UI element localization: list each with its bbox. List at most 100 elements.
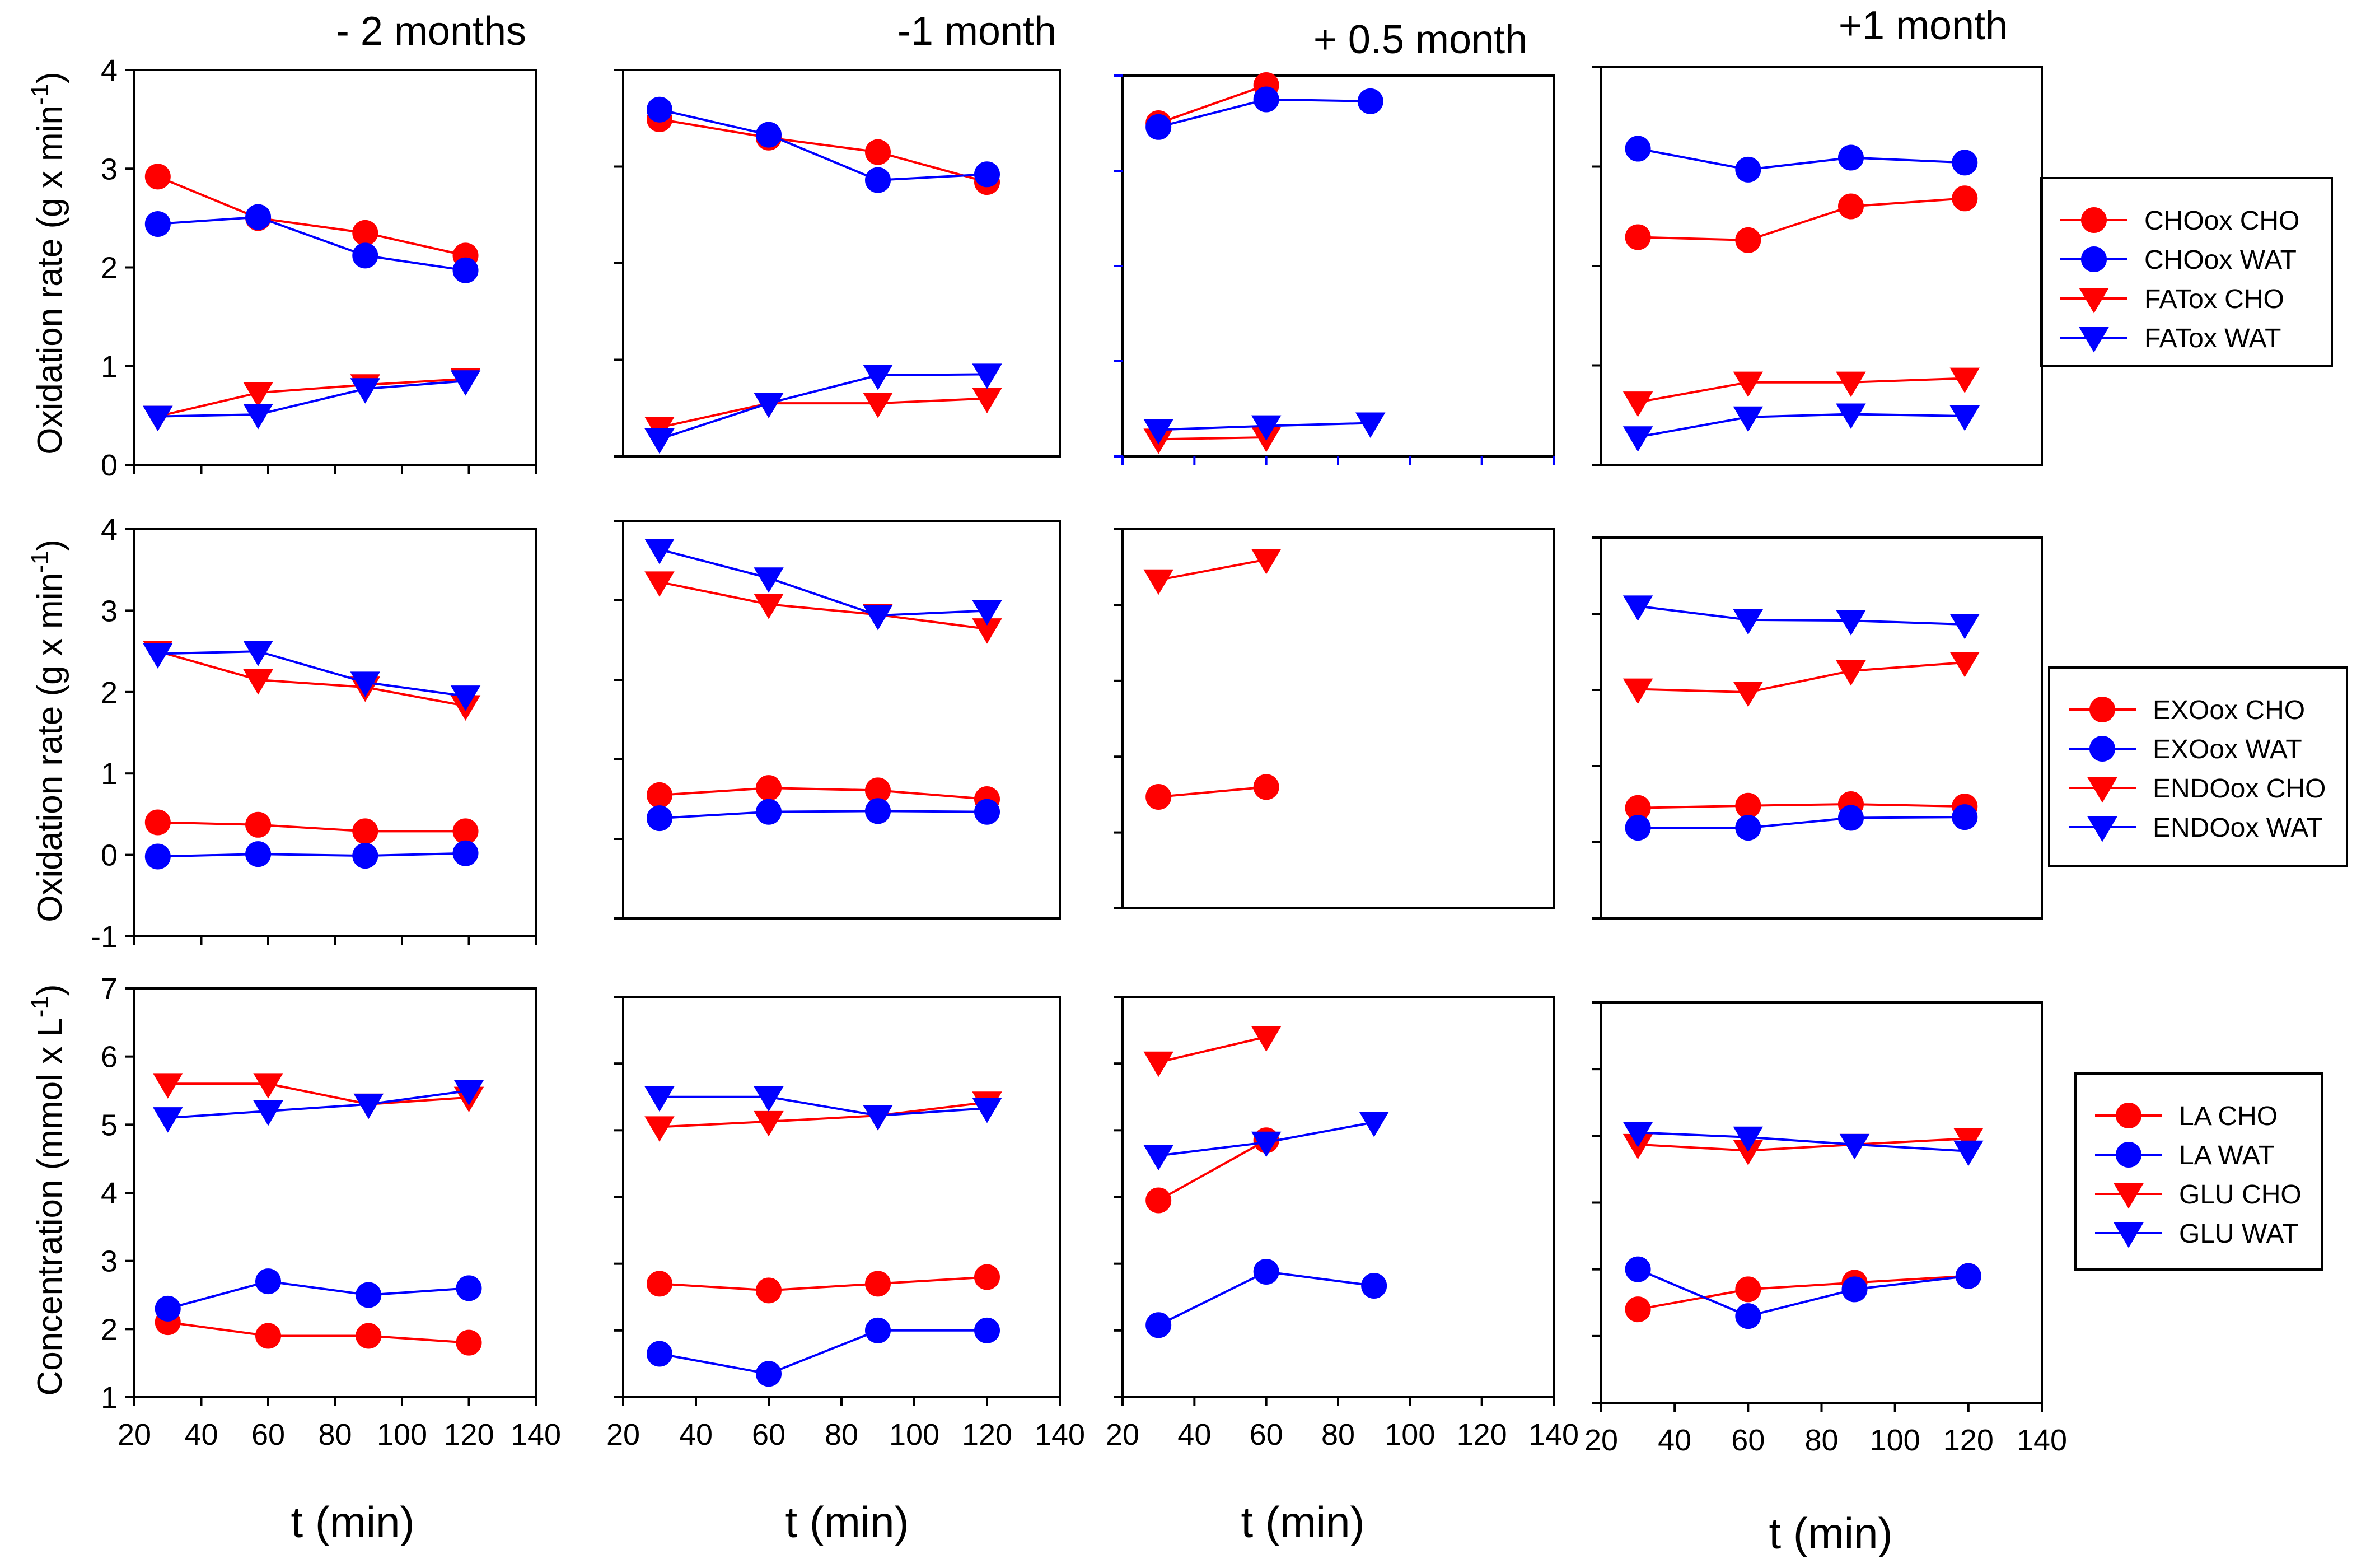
legend-entry-choox-cho: CHOox CHO [2060, 206, 2299, 236]
panel-concentration-minus-2-months-series-glu-cho-line [167, 1082, 469, 1105]
panel-oxidation-minus-2-months-series-choox-wat-point [144, 211, 171, 237]
y-axis-title-oxidation-text: Oxidation rate (g x min [31, 105, 69, 455]
x-axis-title-col-3: t (min) [1241, 1497, 1365, 1547]
legend-oxidation-entries: CHOox CHO CHOox WAT FATox CHO FATox WAT [2060, 206, 2299, 353]
panel-oxidation-minus-2-months-series-choox-wat-point [245, 204, 272, 230]
panel-oxidation-plus-1-month-series-choox-cho-point [1952, 185, 1978, 212]
panel-concentration-minus-2-months-series-glu-cho-point [253, 1073, 283, 1099]
panel-exo-endo-plus-half-month-series-endoox-cho-line [1158, 558, 1267, 581]
y-tick-label: 2 [101, 251, 118, 285]
panel-oxidation-plus-1-month-series-choox-cho [1625, 185, 1978, 253]
panel-concentration-plus-1-month-series-glu-wat [1622, 1122, 1984, 1166]
y-axis-title-exo-endo: Oxidation rate (g x min-1) [26, 539, 69, 922]
panel-exo-endo-plus-1-month-series-endoox-cho-line [1638, 661, 1965, 694]
panel-concentration-minus-1-month-series-glu-cho [644, 1091, 1002, 1142]
panel-exo-endo-minus-2-months: -1 0 1 2 3 4 [91, 513, 537, 954]
panel-concentration-minus-2-months-series-la-cho-line [167, 1321, 469, 1344]
x-tick-label: 80 [825, 1418, 858, 1452]
panel-oxidation-minus-2-months-series-fatox-wat-point [350, 378, 381, 404]
legend-entry-glu-wat: GLU WAT [2095, 1219, 2298, 1249]
legend-entry-glu-wat-label: GLU WAT [2179, 1219, 2298, 1249]
panel-oxidation-minus-2-months-series-fatox-cho-line [157, 377, 466, 418]
panel-oxidation-plus-1-month-series-choox-cho-line [1638, 197, 1965, 241]
panel-exo-endo-plus-half-month-series-endoox-cho-point [1143, 569, 1173, 595]
panel-exo-endo-minus-2-months-series-endoox-wat-point [143, 643, 173, 669]
y-tick-label: -1 [91, 920, 118, 954]
panel-concentration-minus-1-month-series-glu-wat [644, 1086, 1002, 1131]
panel-concentration-minus-1-month-series-la-wat-point [974, 1317, 1000, 1343]
panel-concentration-plus-half-month-series-la-wat-point [1361, 1272, 1387, 1299]
panel-exo-endo-plus-half-month-frame [1121, 528, 1555, 909]
panel-concentration-minus-1-month-series-la-wat-point [865, 1317, 891, 1343]
panel-exo-endo-plus-1-month [1592, 536, 2043, 920]
panel-oxidation-plus-half-month-series-choox-cho-line [1158, 84, 1267, 124]
panel-oxidation-minus-1-month-series-fatox-cho-line [659, 397, 988, 429]
legend-entry-fatox-cho-label: FATox CHO [2144, 284, 2284, 314]
panel-oxidation-minus-1-month-series-fatox-wat-point [972, 363, 1002, 389]
panel-oxidation-minus-1-month-series-choox-cho-line [659, 118, 988, 184]
panel-oxidation-minus-2-months-series-choox-wat [144, 204, 479, 283]
panel-concentration-plus-half-month-series-la-wat-point [1253, 1258, 1279, 1285]
x-tick-label: 20 [118, 1418, 151, 1452]
x-tick-label: 20 [606, 1418, 640, 1452]
panel-concentration-plus-half-month-series-glu-cho-line [1158, 1035, 1267, 1063]
panel-oxidation-plus-1-month-series-fatox-cho-point [1949, 367, 1980, 394]
panel-exo-endo-minus-2-months-series-endoox-wat-line [157, 650, 466, 698]
panel-exo-endo-plus-1-month-series-endoox-wat-point [1949, 614, 1980, 640]
x-tick-label: 100 [1870, 1424, 1920, 1457]
x-tick-label: 80 [318, 1418, 352, 1452]
panel-exo-endo-plus-1-month-series-endoox-cho-point [1622, 678, 1653, 704]
panel-exo-endo-plus-1-month-series-exoox-cho [1625, 791, 1978, 821]
panel-exo-endo-plus-1-month-series-exoox-wat-point [1952, 804, 1978, 830]
panel-oxidation-plus-1-month-series-choox-cho-point [1625, 224, 1651, 250]
panel-oxidation-plus-1-month-series-fatox-cho-line [1638, 377, 1965, 404]
panel-exo-endo-plus-half-month-series-exoox-cho [1145, 774, 1279, 810]
panel-concentration-minus-1-month-series-glu-wat-point [644, 1086, 675, 1112]
y-axis-title-oxidation-exp: -1 [26, 83, 54, 105]
panel-concentration-plus-half-month-series-glu-wat-point [1251, 1131, 1282, 1158]
panel-exo-endo-minus-2-months-series-exoox-wat [144, 840, 479, 870]
y-tick-label: 0 [101, 449, 118, 482]
panel-oxidation-plus-1-month-frame [1600, 66, 2043, 466]
legend-exo-endo-entries: EXOox CHO EXOox WAT ENDOox CHO ENDOox WAT [2069, 696, 2326, 843]
panel-concentration-minus-1-month: 20 40 60 80 100 120 140 [606, 996, 1085, 1452]
panel-oxidation-minus-1-month-series-fatox-cho-point [863, 393, 893, 418]
panel-concentration-plus-half-month-series-glu-wat-point [1143, 1145, 1173, 1171]
panel-concentration-minus-1-month-series-glu-wat-point [972, 1098, 1002, 1123]
panel-oxidation-plus-1-month-series-choox-wat-point [1952, 150, 1978, 176]
panel-exo-endo-minus-2-months-frame [133, 528, 537, 937]
panel-exo-endo-minus-2-months-series-endoox-cho-line [157, 650, 466, 707]
panel-concentration-plus-half-month-series-glu-cho-point [1143, 1051, 1173, 1077]
panel-concentration-minus-1-month-series-la-cho-point [756, 1277, 782, 1304]
x-tick-label: 20 [1584, 1424, 1618, 1457]
x-tick-label: 60 [1250, 1418, 1283, 1452]
panel-exo-endo-plus-1-month-series-endoox-wat [1622, 595, 1980, 640]
panel-oxidation-plus-half-month-series-fatox-cho-line [1158, 436, 1266, 441]
panel-oxidation-minus-2-months-series-fatox-cho [143, 368, 481, 432]
legend-entry-endoox-cho-marker [2087, 777, 2117, 803]
panel-oxidation-plus-1-month-series-choox-wat-point [1735, 156, 1761, 183]
legend-entry-endoox-wat: ENDOox WAT [2069, 813, 2323, 843]
y-axis-title-concentration-exp: -1 [26, 996, 54, 1018]
panel-concentration-plus-half-month-series-la-cho-line [1158, 1139, 1267, 1202]
panel-exo-endo-minus-2-months-series-exoox-cho [144, 809, 479, 844]
y-tick-label: 4 [101, 513, 118, 547]
legend-entry-exoox-cho-label: EXOox CHO [2153, 696, 2305, 725]
panel-oxidation-plus-1-month-series-fatox-wat-point [1733, 406, 1764, 432]
legend-entry-choox-cho-marker [2081, 207, 2107, 233]
legend-concentration: LA CHO LA WAT GLU CHO GLU WAT [2074, 1072, 2323, 1271]
panel-exo-endo-minus-2-months-series-exoox-wat-point [452, 840, 479, 866]
panel-exo-endo-plus-half-month [1114, 528, 1555, 909]
y-tick-label: 4 [101, 54, 118, 87]
x-tick-label: 40 [1177, 1418, 1211, 1452]
panel-exo-endo-plus-1-month-series-exoox-wat-point [1837, 805, 1864, 831]
legend-entry-choox-wat-marker [2081, 246, 2107, 272]
panel-oxidation-plus-1-month-series-fatox-cho-point [1733, 371, 1764, 398]
legend-entry-fatox-cho: FATox CHO [2060, 284, 2284, 314]
panel-exo-endo-plus-half-month-series-exoox-cho-point [1145, 783, 1172, 810]
panel-oxidation-minus-1-month-series-choox-wat [647, 96, 1000, 193]
panel-oxidation-plus-1-month-series-choox-wat [1625, 136, 1978, 183]
panel-concentration-plus-1-month-series-la-wat-point [1625, 1256, 1651, 1282]
panel-oxidation-minus-2-months-series-choox-cho [144, 164, 479, 269]
